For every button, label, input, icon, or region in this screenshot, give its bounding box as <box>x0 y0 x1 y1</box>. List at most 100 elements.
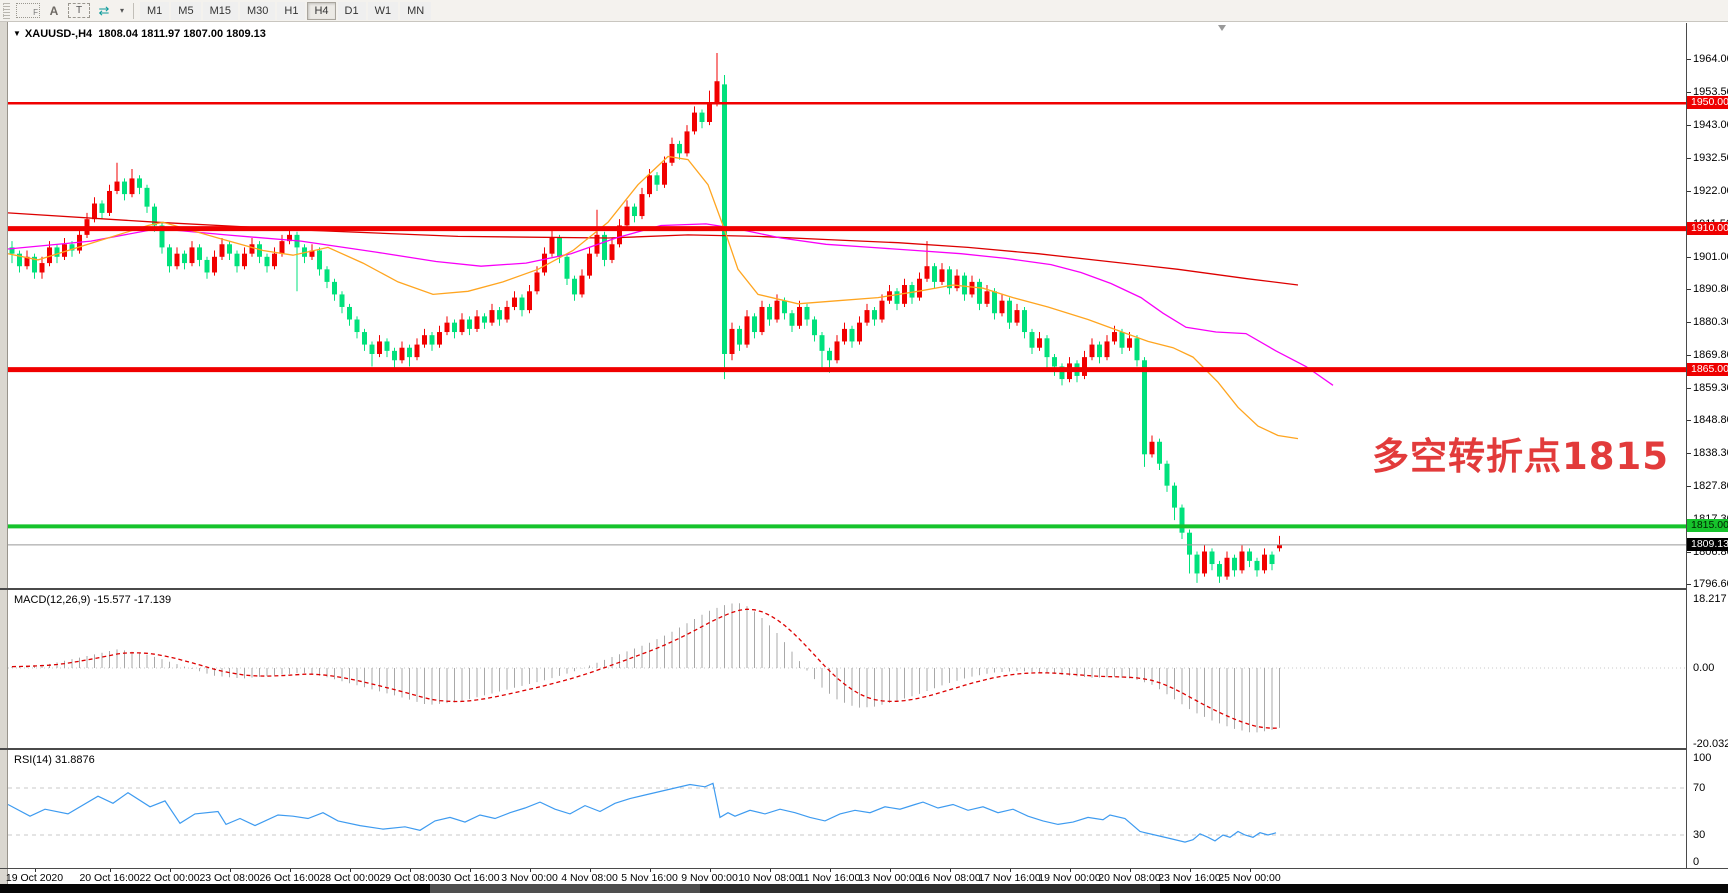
candle <box>1134 338 1140 361</box>
timeframe-w1-button[interactable]: W1 <box>367 1 399 20</box>
candle <box>377 341 382 354</box>
candle <box>954 275 960 289</box>
chart-collapse-caret[interactable]: ▼ <box>13 29 21 38</box>
candle <box>512 297 517 307</box>
price-axis-tick <box>1687 158 1691 160</box>
bottom-window-strip <box>0 884 1728 893</box>
price-axis-label: 1901.00 <box>1693 250 1728 263</box>
chart-title-text: XAUUSD-,H4 1808.04 1811.97 1807.00 1809.… <box>24 28 266 40</box>
timeframe-m5-button[interactable]: M5 <box>171 1 201 20</box>
candle <box>1029 332 1035 348</box>
ma-red-line <box>8 212 1299 286</box>
candle <box>1157 441 1162 464</box>
candle <box>212 256 217 273</box>
grid-crosshair-icon[interactable]: F <box>16 3 40 18</box>
candle <box>579 275 585 295</box>
date-axis-label: 25 Nov 00:00 <box>1218 872 1281 884</box>
candle <box>1187 532 1192 555</box>
price-axis: 1964.001953.501943.001932.501922.001911.… <box>1686 23 1728 868</box>
date-axis-tick <box>589 869 591 872</box>
date-axis-label: 13 Nov 00:00 <box>858 872 921 884</box>
candle <box>369 344 375 354</box>
candle <box>999 300 1005 314</box>
date-axis-tick <box>1189 869 1191 872</box>
pane-separator[interactable] <box>0 588 1728 590</box>
chart-shift-marker[interactable] <box>1218 25 1226 31</box>
price-axis-tick <box>1687 288 1691 290</box>
swap-arrows-icon[interactable]: ⇄ <box>98 2 110 18</box>
candle <box>437 332 442 345</box>
rsi-scale-label: 70 <box>1693 782 1706 794</box>
date-axis-label: 17 Nov 16:00 <box>978 872 1041 884</box>
candle <box>99 203 105 213</box>
date-axis-tick <box>889 869 891 872</box>
price-axis-label: 1953.50 <box>1693 86 1728 99</box>
date-axis-label: 11 Nov 16:00 <box>798 872 861 884</box>
date-axis-label: 16 Nov 08:00 <box>918 872 981 884</box>
timeframe-h1-button[interactable]: H1 <box>277 1 306 20</box>
rsi-scale-label: 100 <box>1693 752 1712 764</box>
candle <box>1209 551 1215 565</box>
rsi-pane[interactable] <box>8 750 1686 868</box>
ma-orange-line <box>8 155 1299 440</box>
candle <box>1142 360 1147 455</box>
price-badge-1815.00: 1815.00 <box>1687 519 1728 533</box>
candle <box>519 297 525 311</box>
candle <box>722 84 727 354</box>
candle <box>624 206 630 226</box>
candle <box>167 247 172 267</box>
pane-separator[interactable] <box>0 748 1728 750</box>
date-axis: 19 Oct 2020 20 Oct 16:00 22 Oct 00:00 23 Oc… <box>6 869 1728 884</box>
candle <box>174 253 180 267</box>
timeframe-m15-button[interactable]: M15 <box>202 1 238 20</box>
candle <box>587 253 592 276</box>
candle <box>744 316 750 345</box>
candle <box>234 253 240 267</box>
date-axis-label: 20 Nov 08:00 <box>1098 872 1161 884</box>
candle <box>782 300 787 314</box>
price-axis-label: 1848.80 <box>1693 414 1728 427</box>
candle <box>647 175 652 195</box>
timeframe-m30-button[interactable]: M30 <box>239 1 276 20</box>
macd-pane[interactable] <box>8 590 1686 748</box>
candle <box>1089 344 1095 358</box>
chart-title: ▼ XAUUSD-,H4 1808.04 1811.97 1807.00 1809… <box>13 28 266 40</box>
chart-text-annotation[interactable]: 多空转折点1815 <box>1372 435 1669 478</box>
timeframe-mn-button[interactable]: MN <box>400 1 432 20</box>
candle <box>249 244 255 254</box>
date-axis-label: 30 Oct 16:00 <box>439 872 500 884</box>
toolbar-drag-handle[interactable] <box>3 2 10 19</box>
candle <box>1232 557 1237 571</box>
date-axis-label: 23 Nov 16:00 <box>1158 872 1221 884</box>
timeframe-m1-button[interactable]: M1 <box>140 1 170 20</box>
candle <box>804 306 810 320</box>
candle <box>917 278 922 298</box>
price-chart-pane[interactable] <box>8 23 1686 588</box>
candle <box>1059 366 1065 380</box>
candle <box>699 112 705 122</box>
candle <box>752 316 757 333</box>
price-axis-tick <box>1687 354 1691 356</box>
timeframe-d1-button[interactable]: D1 <box>337 1 366 20</box>
candle <box>939 269 945 282</box>
candle <box>287 234 292 242</box>
timeframe-h4-button[interactable]: H4 <box>307 1 336 20</box>
rsi-indicator-label: RSI(14) 31.8876 <box>14 754 95 766</box>
rsi-line <box>8 782 1277 843</box>
date-axis-tick <box>169 869 171 872</box>
dropdown-caret-icon[interactable]: ▾ <box>119 6 124 15</box>
candle <box>609 244 615 260</box>
candle <box>729 328 735 354</box>
candle <box>444 322 450 333</box>
candle <box>452 322 457 333</box>
candle <box>534 272 540 292</box>
candle <box>1164 463 1170 486</box>
text-tool-icon[interactable]: T <box>68 3 90 18</box>
candle <box>1254 560 1260 571</box>
label-a-icon[interactable]: A <box>49 3 59 18</box>
candle <box>1149 441 1155 455</box>
candle <box>632 206 637 217</box>
price-axis-tick <box>1687 59 1691 61</box>
date-axis-tick <box>469 869 471 872</box>
